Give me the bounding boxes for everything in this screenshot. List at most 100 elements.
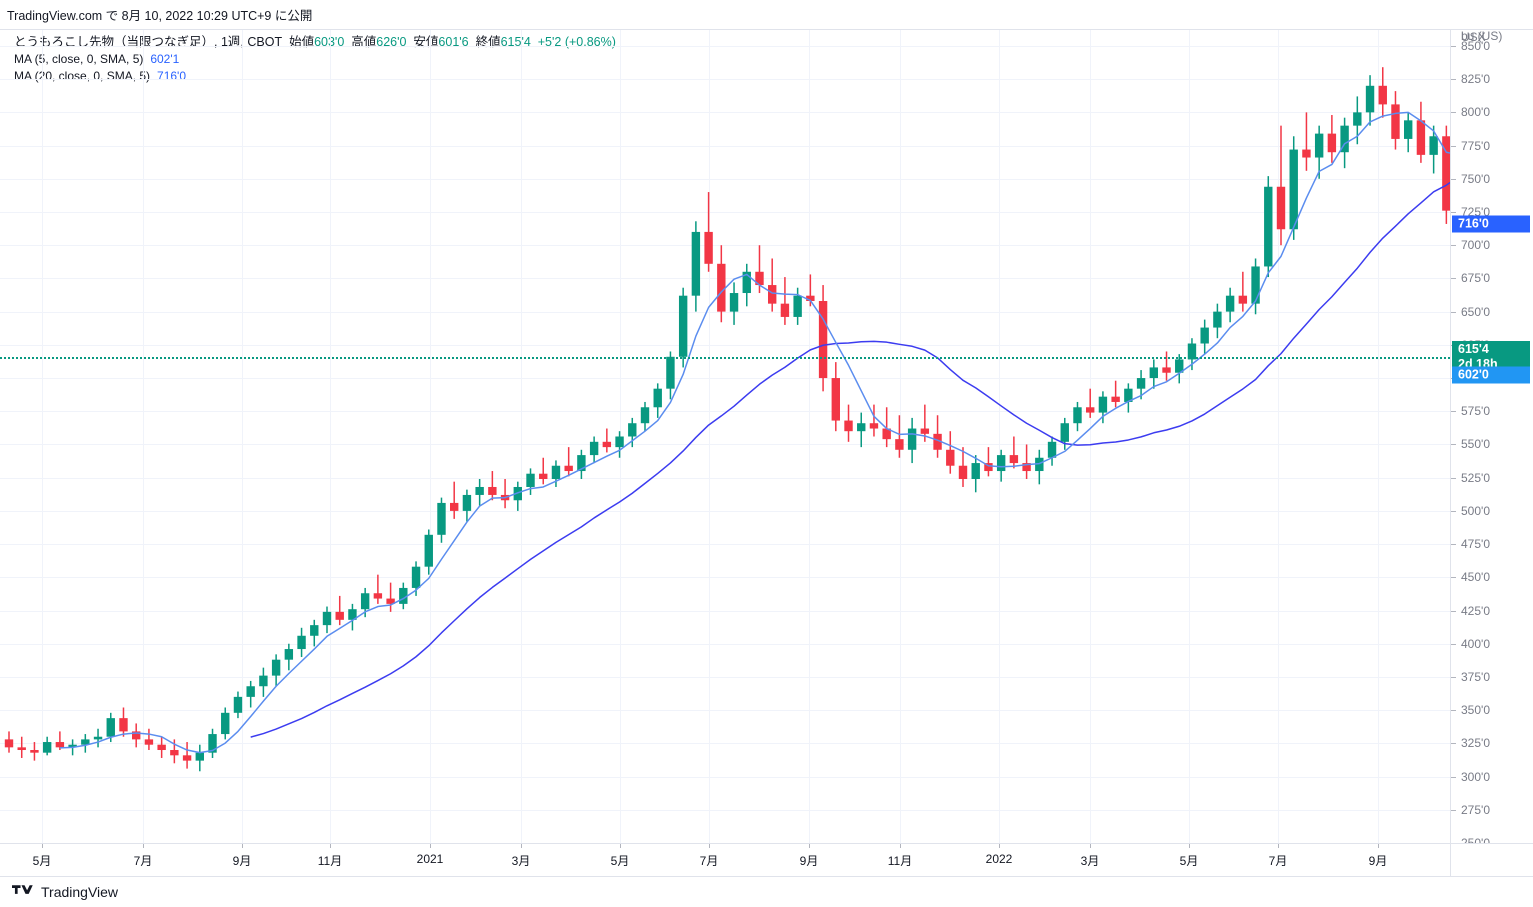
price-tick-label: 300'0 (1461, 769, 1490, 784)
grid-line-horizontal (0, 45, 1450, 47)
ma5-price-badge[interactable]: 602'0 (1452, 366, 1530, 384)
grid-line-horizontal (0, 710, 1450, 712)
price-tick-mark (1451, 245, 1456, 247)
grid-line-horizontal (0, 178, 1450, 180)
price-tick-label: 450'0 (1461, 570, 1490, 585)
grid-line-vertical (242, 30, 243, 843)
legend-main-row[interactable]: とうもろこし先物（当限つなぎ足）, 1週, CBOT 始値603'0 高値626… (14, 35, 616, 49)
time-tick-mark (809, 844, 810, 848)
time-tick-mark (521, 844, 522, 848)
time-axis-label: 3月 (1080, 854, 1100, 868)
price-tick-mark (1451, 211, 1456, 213)
grid-line-horizontal (0, 477, 1450, 479)
ma5-label: MA (5, close, 0, SMA, 5) (14, 52, 144, 66)
time-axis-label: 2022 (985, 852, 1013, 866)
time-tick-mark (430, 844, 431, 848)
candlestick-series (4, 67, 1450, 772)
grid-line-vertical (430, 30, 431, 843)
price-tick-label: 325'0 (1461, 736, 1490, 751)
legend-ma5-row[interactable]: MA (5, close, 0, SMA, 5) 602'1 (14, 51, 616, 68)
price-tick-mark (1451, 676, 1456, 678)
time-axis-label: 7月 (699, 854, 719, 868)
grid-line-vertical (330, 30, 331, 843)
close-value: 615'4 (500, 35, 531, 49)
grid-line-horizontal (0, 311, 1450, 313)
price-tick-label: 575'0 (1461, 404, 1490, 419)
grid-line-horizontal (0, 643, 1450, 645)
price-tick-label: 650'0 (1461, 304, 1490, 319)
price-tick-label: 800'0 (1461, 105, 1490, 120)
price-tick-label: 750'0 (1461, 171, 1490, 186)
time-tick-mark (42, 844, 43, 848)
chart-pane[interactable] (0, 30, 1450, 843)
chart-legend: とうもろこし先物（当限つなぎ足）, 1週, CBOT 始値603'0 高値626… (14, 34, 616, 85)
grid-line-horizontal (0, 444, 1450, 446)
grid-line-horizontal (0, 79, 1450, 81)
grid-line-vertical (809, 30, 810, 843)
low-label: 安値 (413, 35, 439, 49)
grid-line-horizontal (0, 378, 1450, 380)
grid-line-horizontal (0, 676, 1450, 678)
grid-line-horizontal (0, 610, 1450, 612)
grid-line-horizontal (0, 544, 1450, 546)
price-tick-mark (1451, 710, 1456, 712)
time-axis-label: 9月 (232, 854, 252, 868)
price-tick-mark (1451, 776, 1456, 778)
grid-line-vertical (42, 30, 43, 843)
price-tick-label: 675'0 (1461, 271, 1490, 286)
price-tick-mark (1451, 311, 1456, 313)
price-tick-label: 275'0 (1461, 802, 1490, 817)
time-axis-label: 7月 (133, 854, 153, 868)
price-tick-mark (1451, 643, 1456, 645)
grid-line-horizontal (0, 211, 1450, 213)
ma5-value: 602'1 (150, 52, 180, 66)
time-tick-mark (900, 844, 901, 848)
price-tick-mark (1451, 178, 1456, 180)
grid-line-horizontal (0, 145, 1450, 147)
price-tick-label: 700'0 (1461, 238, 1490, 253)
grid-line-horizontal (0, 344, 1450, 346)
close-label: 終値 (475, 35, 501, 49)
symbol-title[interactable]: とうもろこし先物（当限つなぎ足） (14, 35, 215, 49)
time-axis-label: 9月 (1368, 854, 1388, 868)
low-value: 601'6 (438, 35, 469, 49)
price-tick-mark (1451, 544, 1456, 546)
ma20-price-badge[interactable]: 716'0 (1452, 215, 1530, 233)
publish-bar: TradingView.com で 8月 10, 2022 10:29 UTC+… (0, 0, 1533, 29)
price-tick-label: 375'0 (1461, 669, 1490, 684)
time-tick-mark (1090, 844, 1091, 848)
open-value: 603'0 (314, 35, 344, 49)
price-tick-mark (1451, 577, 1456, 579)
grid-line-horizontal (0, 577, 1450, 579)
price-axis[interactable]: USX bu (US) 850'0 825'0 800'0 775'0 750'0 725… (1450, 29, 1533, 850)
price-tick-label: 350'0 (1461, 703, 1490, 718)
time-axis-label: 7月 (1268, 854, 1288, 868)
open-label: 始値 (289, 35, 315, 49)
price-tick-mark (1451, 743, 1456, 745)
price-tick-mark (1451, 145, 1456, 147)
brand-label: TradingView (41, 884, 119, 900)
price-tick-label: 775'0 (1461, 138, 1490, 153)
price-tick-label: 550'0 (1461, 437, 1490, 452)
price-tick-mark (1451, 444, 1456, 446)
time-tick-mark (1189, 844, 1190, 848)
price-tick-label: 850'0 (1461, 38, 1490, 53)
footer-bar: TradingView (0, 876, 1533, 907)
time-tick-mark (709, 844, 710, 848)
grid-line-vertical (1090, 30, 1091, 843)
current-price-line (0, 357, 1450, 360)
price-tick-mark (1451, 45, 1456, 47)
interval-label[interactable]: 1週 (220, 35, 241, 49)
grid-line-vertical (1378, 30, 1379, 843)
ma5-price-badge-price: 602'0 (1458, 367, 1489, 382)
header-divider (0, 29, 1533, 30)
time-axis-label: 2021 (416, 852, 444, 866)
time-axis-label: 5月 (32, 854, 52, 868)
time-axis[interactable]: 5月 7月 9月 11月 2021 3月 5月 7月 9月 11月 2022 3月 5月 7月 9月 (0, 843, 1450, 876)
grid-line-horizontal (0, 743, 1450, 745)
price-tick-label: 475'0 (1461, 537, 1490, 552)
time-tick-mark (143, 844, 144, 848)
time-tick-mark (620, 844, 621, 848)
tradingview-logo-icon (12, 885, 34, 899)
time-axis-label: 11月 (887, 854, 913, 868)
